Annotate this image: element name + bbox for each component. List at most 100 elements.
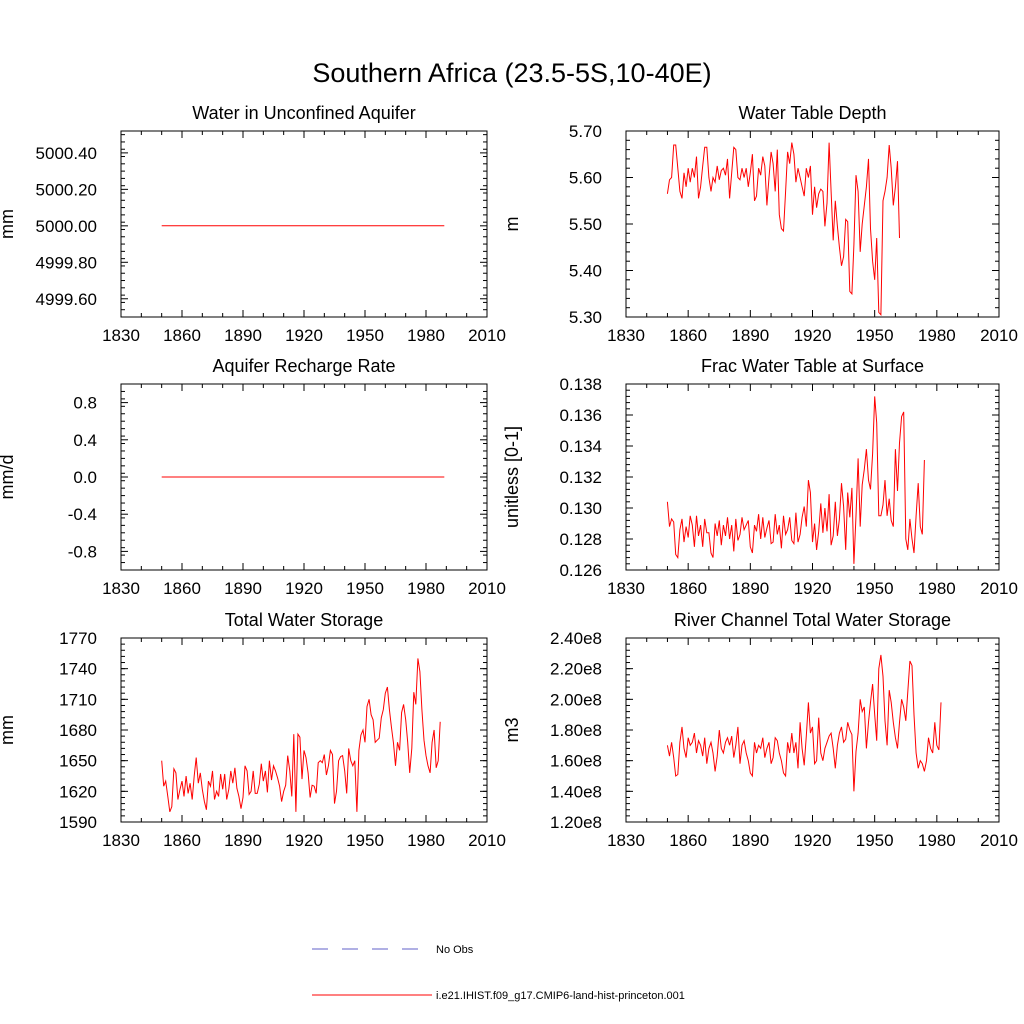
y-tick-label: 5000.20	[36, 180, 97, 199]
x-tick-label: 1860	[669, 831, 707, 850]
y-tick-label: 5.30	[569, 308, 602, 327]
y-tick-label: 1.80e8	[550, 721, 602, 740]
y-tick-label: 4999.80	[36, 253, 97, 272]
legend-label-model: i.e21.IHIST.f09_g17.CMIP6-land-hist-prin…	[436, 990, 685, 1002]
y-tick-label: 1.60e8	[550, 752, 602, 771]
legend: No Obs i.e21.IHIST.f09_g17.CMIP6-land-hi…	[312, 944, 685, 1002]
panel-title: Water Table Depth	[738, 103, 886, 123]
x-tick-label: 1980	[407, 326, 445, 345]
x-tick-label: 1950	[856, 831, 894, 850]
x-tick-label: 1980	[407, 579, 445, 598]
y-tick-label: 0.0	[73, 468, 97, 487]
x-tick-label: 2010	[468, 326, 506, 345]
x-tick-label: 1890	[224, 579, 262, 598]
panel-title: Frac Water Table at Surface	[701, 356, 924, 376]
chart-panel: Water Table Depth m 1830 1860 1890 1920 1950 19…	[502, 103, 1018, 345]
x-tick-label: 1950	[856, 326, 894, 345]
x-tick-label: 1830	[607, 326, 645, 345]
x-tick-label: 1950	[856, 579, 894, 598]
x-tick-label: 1890	[731, 579, 769, 598]
y-tick-label: 1770	[59, 629, 97, 648]
panel-title: Water in Unconfined Aquifer	[192, 103, 415, 123]
x-tick-label: 1830	[102, 831, 140, 850]
chart-panel: River Channel Total Water Storage m3 1830 1…	[502, 610, 1018, 850]
y-tick-label: 1710	[59, 690, 97, 709]
y-tick-label: 5000.00	[36, 217, 97, 236]
y-axis-label: m	[502, 217, 522, 232]
y-tick-label: 1.40e8	[550, 782, 602, 801]
y-tick-label: 4999.60	[36, 290, 97, 309]
x-tick-label: 1860	[669, 579, 707, 598]
y-tick-label: 1740	[59, 660, 97, 679]
x-tick-label: 1890	[224, 326, 262, 345]
y-axis-label: unitless [0-1]	[502, 426, 522, 528]
y-tick-label: 0.130	[559, 499, 602, 518]
x-tick-label: 1920	[794, 831, 832, 850]
x-tick-label: 1830	[607, 831, 645, 850]
chart-panel: Aquifer Recharge Rate mm/d 1830 1860 1890 192…	[0, 356, 506, 598]
legend-label-no-obs: No Obs	[436, 944, 474, 956]
panels: Water in Unconfined Aquifer mm 1830 1860 189…	[0, 103, 1018, 850]
y-tick-label: 2.20e8	[550, 660, 602, 679]
x-tick-label: 2010	[980, 326, 1018, 345]
x-tick-label: 1980	[918, 831, 956, 850]
chart-panel: Total Water Storage mm 1830 1860 1890 1920 195…	[0, 610, 506, 850]
y-tick-label: 1.20e8	[550, 813, 602, 832]
series-line	[161, 658, 441, 812]
x-tick-label: 1950	[346, 579, 384, 598]
x-tick-label: 1980	[918, 579, 956, 598]
y-tick-label: 0.8	[73, 394, 97, 413]
x-tick-label: 1920	[794, 326, 832, 345]
x-tick-label: 1830	[607, 579, 645, 598]
y-axis-label: mm/d	[0, 455, 17, 500]
x-tick-label: 1890	[224, 831, 262, 850]
panel-title: Total Water Storage	[225, 610, 383, 630]
panel-title: Aquifer Recharge Rate	[212, 356, 395, 376]
y-tick-label: 1680	[59, 721, 97, 740]
series-line	[666, 396, 925, 564]
y-tick-label: 0.132	[559, 468, 602, 487]
chart-panel: Frac Water Table at Surface unitless [0-1…	[502, 356, 1018, 598]
panel-title: River Channel Total Water Storage	[674, 610, 951, 630]
x-tick-label: 1920	[285, 579, 323, 598]
x-tick-label: 1920	[285, 326, 323, 345]
x-tick-label: 2010	[980, 831, 1018, 850]
y-tick-label: -0.4	[68, 505, 97, 524]
y-tick-label: 2.40e8	[550, 629, 602, 648]
y-tick-label: 2.00e8	[550, 690, 602, 709]
y-tick-label: 1620	[59, 782, 97, 801]
x-tick-label: 1950	[346, 831, 384, 850]
x-tick-label: 2010	[468, 579, 506, 598]
y-axis-label: mm	[0, 209, 17, 239]
chart-panel: Water in Unconfined Aquifer mm 1830 1860 189…	[0, 103, 506, 345]
x-tick-label: 1860	[163, 326, 201, 345]
x-tick-label: 1860	[163, 579, 201, 598]
x-tick-label: 1920	[285, 831, 323, 850]
plot-frame	[120, 637, 488, 823]
y-tick-label: 0.134	[559, 437, 602, 456]
y-axis-label: mm	[0, 715, 17, 745]
y-tick-label: 5000.40	[36, 144, 97, 163]
x-tick-label: 1830	[102, 579, 140, 598]
y-tick-label: 0.128	[559, 530, 602, 549]
plot-frame	[625, 130, 1000, 318]
x-tick-label: 2010	[468, 831, 506, 850]
y-tick-label: 0.136	[559, 406, 602, 425]
x-tick-label: 2010	[980, 579, 1018, 598]
series-line	[666, 654, 942, 792]
x-tick-label: 1980	[918, 326, 956, 345]
y-tick-label: 0.126	[559, 561, 602, 580]
x-tick-label: 1860	[669, 326, 707, 345]
y-tick-label: -0.8	[68, 542, 97, 561]
figure-title: Southern Africa (23.5-5S,10-40E)	[312, 58, 711, 88]
y-tick-label: 0.138	[559, 375, 602, 394]
y-tick-label: 5.70	[569, 122, 602, 141]
y-tick-label: 0.4	[73, 431, 97, 450]
x-tick-label: 1860	[163, 831, 201, 850]
y-tick-label: 5.50	[569, 215, 602, 234]
y-tick-label: 5.40	[569, 262, 602, 281]
x-tick-label: 1950	[346, 326, 384, 345]
x-tick-label: 1920	[794, 579, 832, 598]
x-tick-label: 1830	[102, 326, 140, 345]
